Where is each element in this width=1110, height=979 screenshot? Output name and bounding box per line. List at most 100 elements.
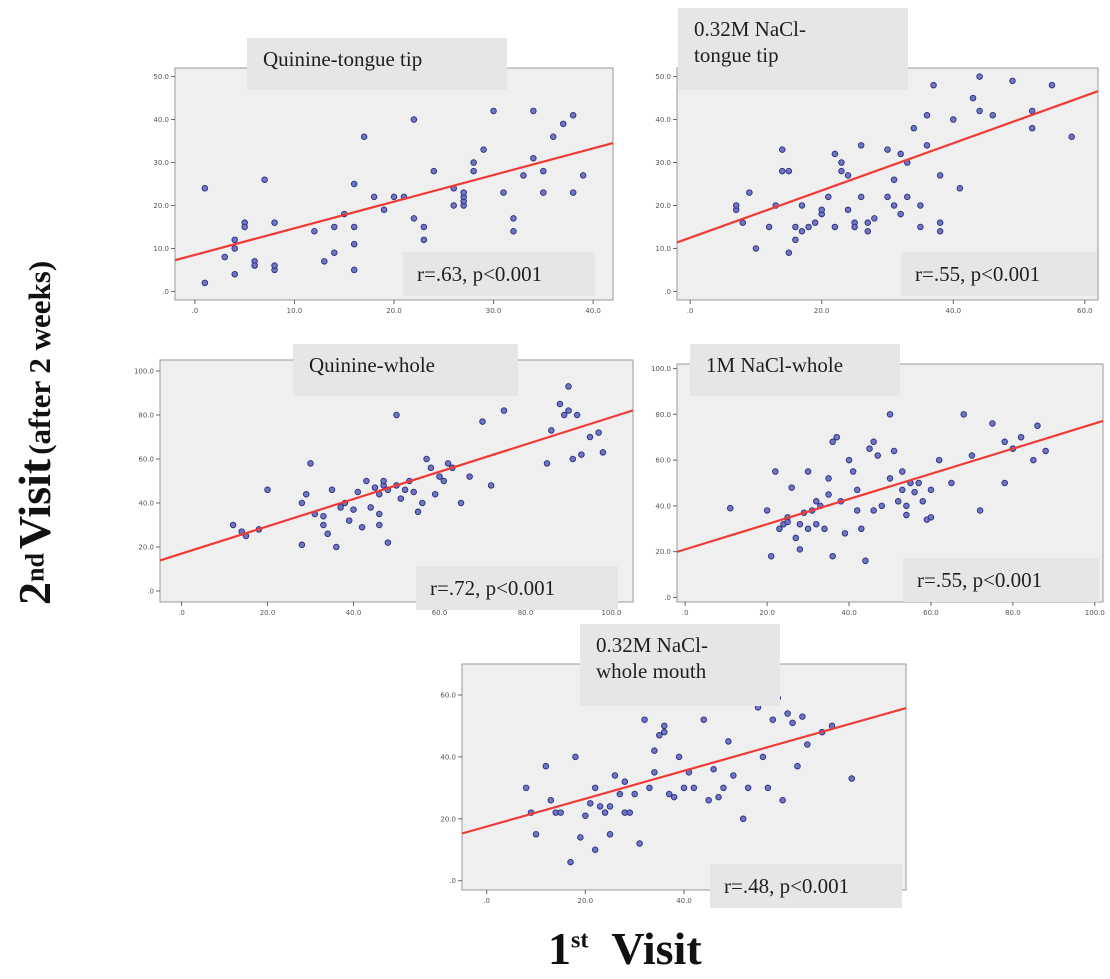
x-tick-label: 80.0 [518, 609, 534, 617]
data-point [487, 482, 495, 489]
data-point [380, 206, 388, 214]
data-point [878, 502, 886, 510]
x-tick-label: 10.0 [287, 307, 303, 315]
data-point [520, 172, 527, 179]
x-tick-label: 30.0 [486, 307, 502, 315]
data-point [851, 223, 858, 231]
data-point [1001, 479, 1008, 487]
data-point [894, 498, 902, 505]
data-point [739, 815, 747, 823]
y-tick-label: 20.0 [153, 202, 169, 210]
x-tick-label: 40.0 [945, 307, 961, 315]
x-tick-label: .0 [687, 307, 694, 315]
y-tick-label: 80.0 [655, 411, 671, 419]
y-tick-label: 60.0 [655, 457, 671, 465]
regression-line [174, 141, 614, 262]
data-point [221, 253, 229, 261]
y-tick-label: 80.0 [138, 412, 154, 420]
data-point [784, 710, 791, 717]
data-point [636, 840, 643, 847]
x-tick-label: .0 [178, 609, 185, 617]
data-point [350, 266, 358, 274]
data-point [864, 219, 872, 226]
x-tick-label: 100.0 [601, 609, 621, 617]
data-point [1009, 77, 1016, 85]
data-point [345, 517, 353, 524]
data-point [591, 784, 599, 792]
data-point [370, 193, 378, 201]
data-point [976, 507, 984, 514]
data-point [1068, 133, 1075, 140]
chart-title: Quinine-tongue tip [247, 38, 507, 90]
data-point [778, 146, 786, 153]
data-point [675, 753, 683, 761]
data-point [540, 167, 547, 175]
data-point [231, 236, 238, 244]
data-point [390, 193, 398, 201]
data-point [897, 150, 904, 158]
data-point [917, 202, 924, 209]
data-point [430, 167, 438, 175]
data-point [569, 189, 577, 196]
data-point [915, 479, 922, 487]
data-point [792, 223, 799, 231]
data-point [799, 713, 806, 720]
data-point [450, 202, 457, 209]
data-point [410, 116, 418, 123]
scatter-panel-quinine-tongue-tip: .0 10.0 20.0 30.0 40.0 .0 10.0 20.0 30.0 40.0 50.0… [145, 38, 615, 322]
data-point [1001, 438, 1008, 446]
data-point [457, 499, 465, 507]
data-point [271, 262, 278, 269]
x-tick-label: .0 [682, 609, 689, 617]
data-point [923, 142, 931, 149]
data-point [744, 784, 752, 792]
data-point [936, 219, 944, 226]
y-tick-label: .0 [449, 877, 456, 885]
data-point [989, 420, 996, 427]
chart-title: 0.32M NaCl- tongue tip [678, 8, 908, 90]
data-point [764, 784, 772, 792]
data-point [1028, 124, 1036, 132]
scatter-plot: .0 20.0 40.0 60.0 80.0 100.0 .0 20.0 40.0 60.0 80.… [134, 359, 634, 617]
chart-title: 1M NaCl-whole [690, 344, 900, 396]
data-point [470, 159, 477, 166]
data-point [376, 521, 383, 529]
data-point [393, 411, 400, 419]
data-point [930, 81, 937, 89]
data-point [726, 504, 734, 512]
x-tick-label: 20.0 [814, 307, 830, 315]
data-point [548, 427, 555, 434]
data-point [350, 180, 358, 188]
y-axis-title: 2nd Visit (after 2 weeks) [9, 260, 60, 605]
data-point [899, 468, 906, 475]
data-point [789, 719, 796, 727]
data-point [792, 534, 800, 542]
data-point [577, 834, 584, 841]
data-point [849, 468, 857, 475]
data-point [864, 228, 872, 235]
data-point [833, 433, 840, 441]
data-point [690, 784, 698, 792]
data-point [785, 249, 793, 256]
data-point [785, 167, 793, 175]
data-point [821, 525, 828, 533]
x-tick-label: 80.0 [1005, 609, 1021, 617]
data-point [813, 520, 820, 528]
data-point [730, 772, 737, 779]
data-point [631, 790, 638, 798]
x-tick-label: 40.0 [585, 307, 601, 315]
data-point [670, 793, 678, 801]
data-point [331, 223, 338, 231]
y-tick-label: 20.0 [138, 544, 154, 552]
data-point [853, 507, 861, 514]
data-point [556, 400, 564, 408]
data-point [890, 176, 898, 183]
data-point [890, 202, 898, 209]
data-point [414, 508, 422, 516]
data-point [798, 202, 806, 209]
data-point [720, 784, 727, 792]
data-point [410, 488, 417, 496]
data-point [436, 473, 443, 480]
x-tick-label: 60.0 [923, 609, 939, 617]
y-tick-label: 40.0 [440, 753, 456, 761]
